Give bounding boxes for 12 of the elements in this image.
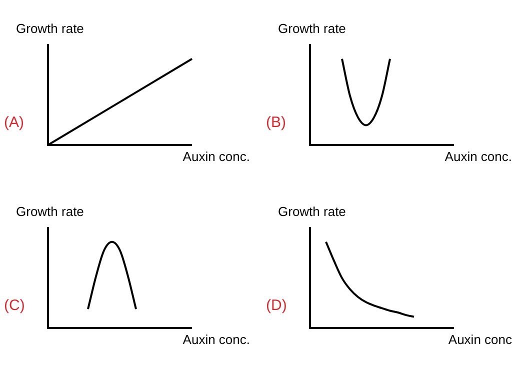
text: (D) [266, 297, 287, 314]
x-axis-title: Auxin conc. [444, 149, 512, 164]
text: (C) [4, 297, 25, 314]
x-axis-title: Auxin conc. [182, 332, 250, 348]
annotation: (A) [4, 114, 24, 132]
text: (B) [266, 114, 286, 132]
y-axis-title: Growth rate [278, 204, 346, 220]
y-axis-title: Growth rate [16, 21, 84, 36]
x-axis-title: Auxin conc. [182, 149, 250, 164]
x-axis-title: Auxin conc [448, 332, 512, 348]
y-axis-title: Growth rate [16, 204, 84, 220]
y-axis-title: Growth rate [278, 21, 346, 36]
